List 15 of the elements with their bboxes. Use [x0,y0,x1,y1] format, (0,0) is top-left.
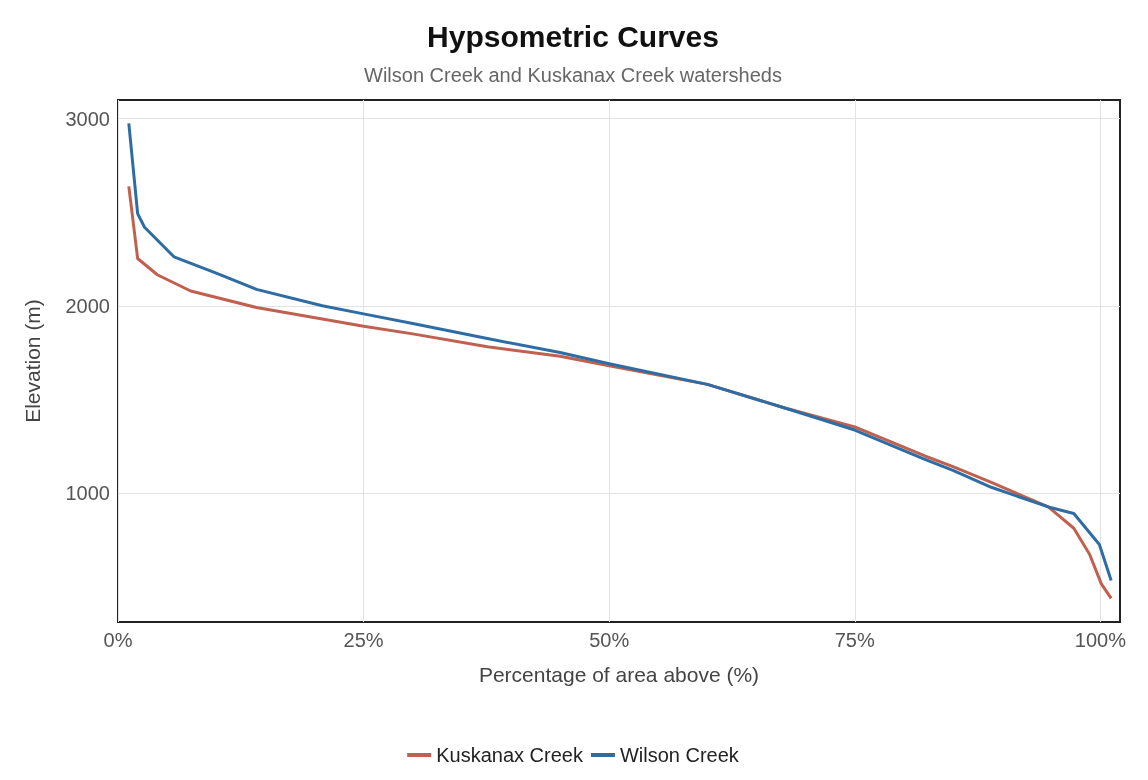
legend-label: Kuskanax Creek [436,744,584,766]
legend-label: Wilson Creek [619,744,740,766]
x-tick-label: 25% [343,629,384,651]
x-tick-label: 50% [589,629,630,651]
x-tick-label: 100% [1074,629,1127,651]
x-axis-title: Percentage of area above (%) [478,663,760,686]
chart-title: Hypsometric Curves [427,19,719,53]
x-tick-label: 0% [103,629,133,651]
y-tick-label: 2000 [65,294,110,317]
y-tick-label: 1000 [65,481,110,504]
y-tick-label: 3000 [65,107,110,130]
y-axis-title: Elevation (m) [21,299,44,423]
x-tick-label: 75% [834,629,875,651]
line-series [127,121,1113,582]
chart-subtitle: Wilson Creek and Kuskanax Creek watersheds [364,64,782,86]
